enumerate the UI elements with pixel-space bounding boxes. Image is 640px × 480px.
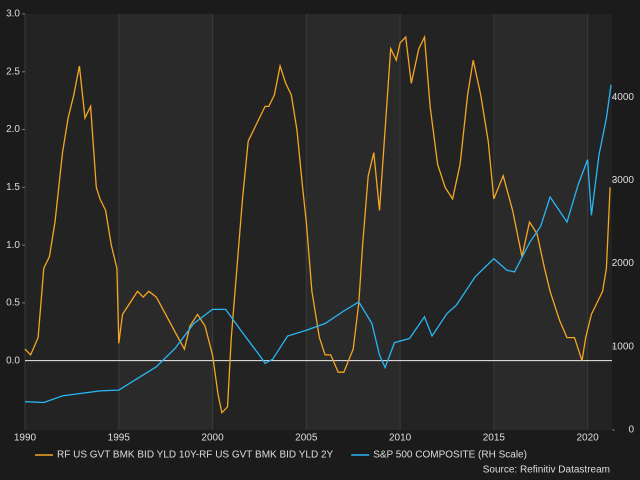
y-tick-label: 2.5 — [6, 66, 20, 77]
y2-tick-label: 0 — [628, 425, 634, 436]
x-tick-label: 2020 — [576, 433, 599, 444]
y-tick-label: 3.0 — [6, 9, 20, 20]
y-tick-label: 1.0 — [6, 240, 20, 251]
y2-tick-label: 4000 — [612, 92, 635, 103]
x-tick-label: 2005 — [295, 433, 318, 444]
band — [118, 14, 213, 430]
source: Source: Refinitiv Datastream — [483, 465, 610, 476]
series-line — [24, 84, 612, 404]
y-tick-label: 0.0 — [6, 355, 20, 366]
band — [493, 14, 588, 430]
y2-tick-label: 3000 — [612, 175, 635, 186]
y-tick-label: 1.5 — [6, 182, 20, 193]
x-tick-label: 2010 — [389, 433, 412, 444]
band — [306, 14, 401, 430]
legend-label: RF US GVT BMK BID YLD 10Y-RF US GVT BMK … — [57, 450, 334, 461]
y-tick-label: 2.0 — [6, 124, 20, 135]
x-tick-label: 1990 — [14, 433, 37, 444]
y2-tick-label: 1000 — [612, 341, 635, 352]
x-tick-label: 2000 — [201, 433, 224, 444]
series-line — [24, 34, 611, 415]
x-tick-label: 1995 — [108, 433, 131, 444]
legend-label: S&P 500 COMPOSITE (RH Scale) — [373, 450, 527, 461]
y-tick-label: 0.5 — [6, 298, 20, 309]
x-tick-label: 2015 — [483, 433, 506, 444]
y2-tick-label: 2000 — [612, 258, 635, 269]
